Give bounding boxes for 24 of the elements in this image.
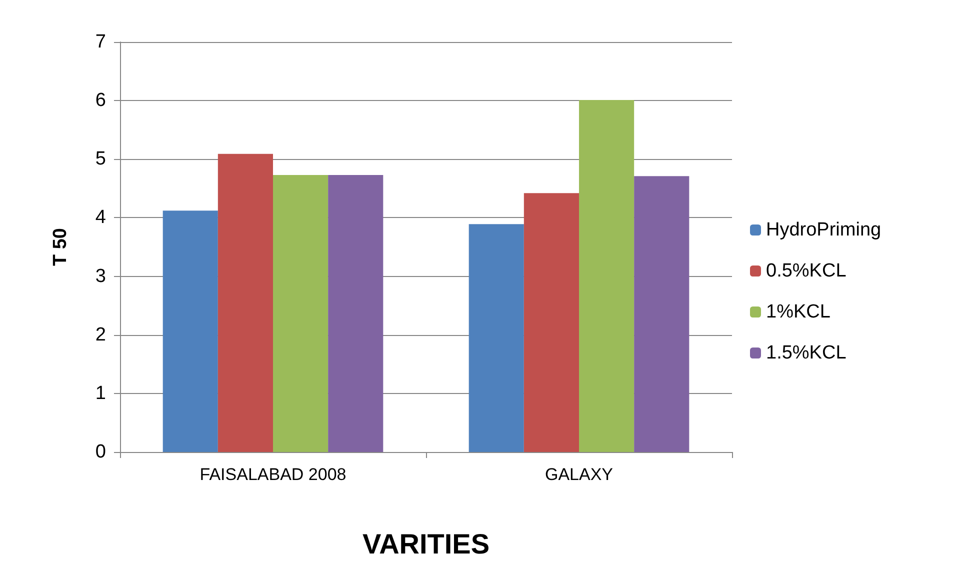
x-tick-label: GALAXY bbox=[544, 465, 614, 484]
y-tick-label: 6 bbox=[95, 90, 106, 112]
y-tick-label: 4 bbox=[95, 207, 106, 228]
y-tick-label: 7 bbox=[95, 32, 106, 52]
bar bbox=[273, 174, 328, 452]
legend-label: HydroPriming bbox=[766, 220, 882, 240]
bar bbox=[162, 210, 218, 452]
bar bbox=[218, 154, 273, 452]
y-tick-label: 2 bbox=[95, 324, 106, 346]
x-axis-title: VARITIES bbox=[362, 528, 490, 560]
legend-label: 0.5%KCL bbox=[766, 260, 846, 282]
bar bbox=[524, 193, 579, 452]
bar bbox=[328, 174, 384, 452]
y-tick-label: 3 bbox=[95, 266, 106, 287]
y-axis-title: T 50 bbox=[50, 228, 71, 266]
y-tick-label: 5 bbox=[95, 148, 106, 170]
bar bbox=[579, 100, 634, 452]
bar bbox=[634, 176, 690, 452]
legend-label: 1.5%KCL bbox=[766, 342, 846, 364]
y-tick-label: 0 bbox=[95, 442, 106, 462]
y-tick-label: 1 bbox=[95, 382, 106, 404]
x-tick-label: FAISALABAD 2008 bbox=[200, 465, 346, 484]
bar bbox=[468, 224, 524, 452]
legend-label: 1%KCL bbox=[766, 302, 830, 322]
